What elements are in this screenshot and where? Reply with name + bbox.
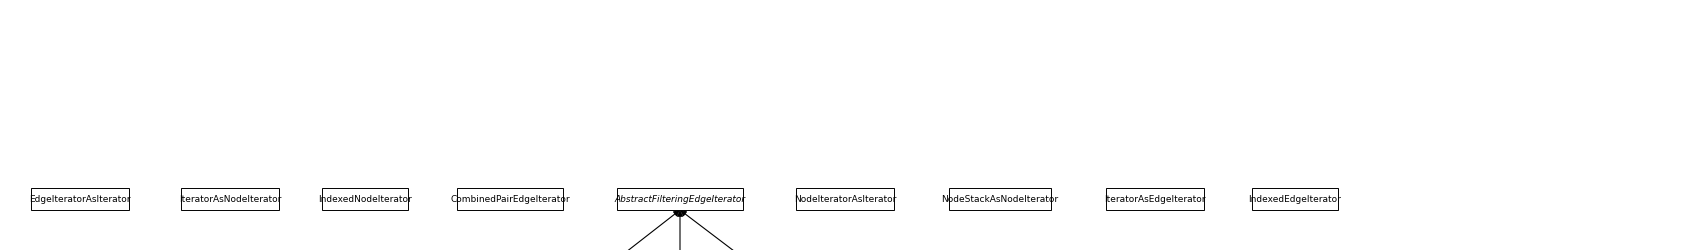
Text: IteratorAsEdgeIterator: IteratorAsEdgeIterator bbox=[1104, 195, 1206, 204]
Text: EdgeIteratorAsIterator: EdgeIteratorAsIterator bbox=[29, 195, 131, 204]
FancyBboxPatch shape bbox=[616, 188, 742, 210]
Text: CombinedPairEdgeIterator: CombinedPairEdgeIterator bbox=[450, 195, 569, 204]
Text: IteratorAsNodeIterator: IteratorAsNodeIterator bbox=[178, 195, 282, 204]
FancyBboxPatch shape bbox=[949, 188, 1051, 210]
FancyBboxPatch shape bbox=[1105, 188, 1204, 210]
FancyBboxPatch shape bbox=[182, 188, 278, 210]
FancyBboxPatch shape bbox=[31, 188, 129, 210]
FancyBboxPatch shape bbox=[1251, 188, 1338, 210]
FancyBboxPatch shape bbox=[796, 188, 893, 210]
FancyBboxPatch shape bbox=[321, 188, 408, 210]
Text: NodeStackAsNodeIterator: NodeStackAsNodeIterator bbox=[941, 195, 1058, 204]
Text: IndexedEdgeIterator: IndexedEdgeIterator bbox=[1248, 195, 1341, 204]
Text: AbstractFilteringEdgeIterator: AbstractFilteringEdgeIterator bbox=[615, 195, 745, 204]
Text: IndexedNodeIterator: IndexedNodeIterator bbox=[318, 195, 411, 204]
FancyBboxPatch shape bbox=[457, 188, 562, 210]
Text: NodeIteratorAsIterator: NodeIteratorAsIterator bbox=[793, 195, 895, 204]
